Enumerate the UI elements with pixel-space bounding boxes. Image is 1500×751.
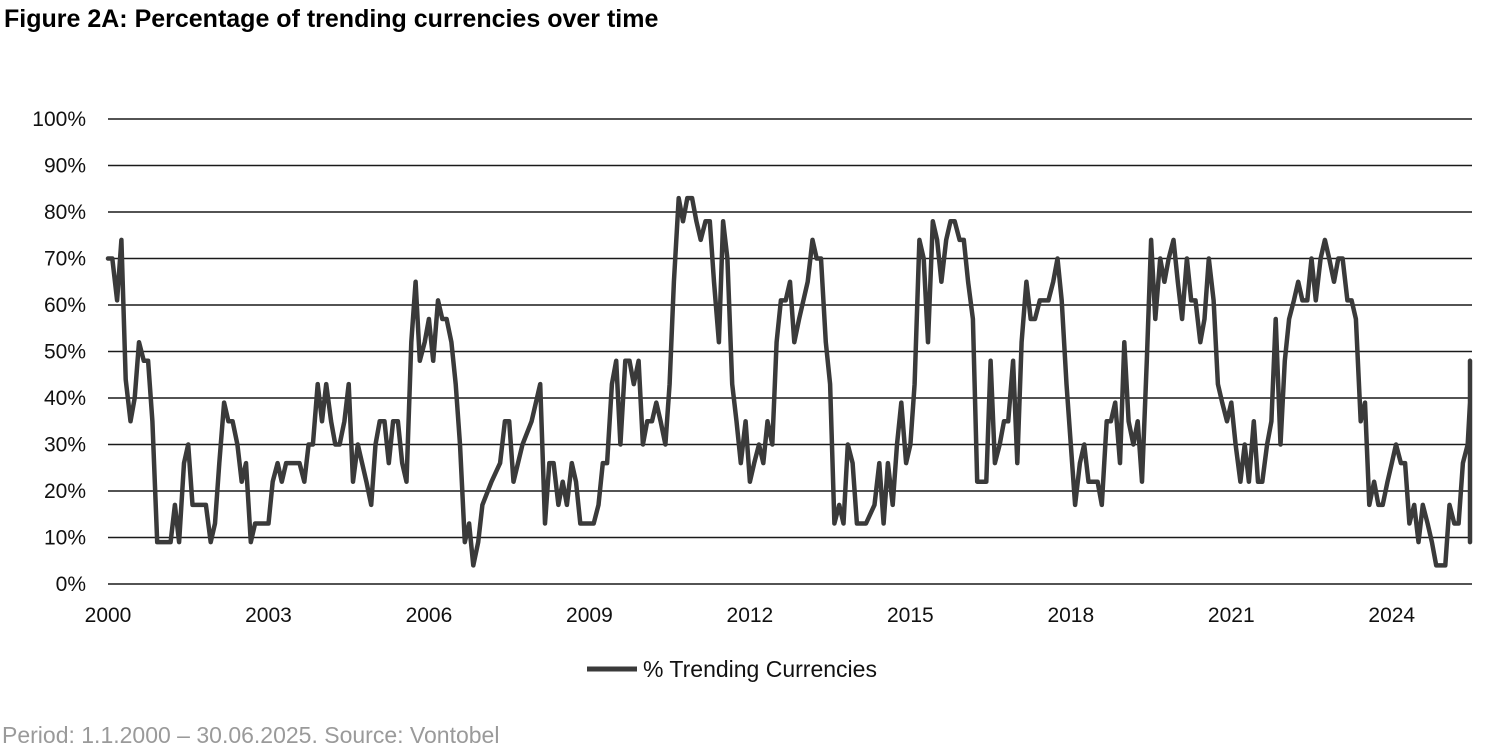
legend: % Trending Currencies: [587, 656, 877, 682]
gridlines: [108, 118, 1472, 585]
y-tick-label: 80%: [44, 201, 86, 224]
x-tick-label: 2024: [1368, 604, 1415, 627]
y-axis-ticks: 0% 10% 20% 30% 40% 50% 60% 70% 80% 90% 100%: [32, 108, 86, 596]
series-layer: [105, 195, 1473, 568]
y-tick-label: 40%: [44, 387, 86, 410]
y-tick-label: 20%: [44, 480, 86, 503]
y-tick-label: 0%: [56, 573, 86, 596]
series-line: [105, 195, 1473, 568]
x-tick-label: 2009: [566, 604, 613, 627]
y-tick-label: 60%: [44, 294, 86, 317]
y-tick-label: 70%: [44, 248, 86, 271]
x-tick-label: 2018: [1047, 604, 1094, 627]
y-tick-label: 100%: [32, 108, 86, 131]
y-tick-label: 90%: [44, 155, 86, 178]
legend-label: % Trending Currencies: [643, 656, 877, 682]
x-tick-label: 2000: [85, 604, 132, 627]
x-tick-label: 2021: [1208, 604, 1255, 627]
y-tick-label: 10%: [44, 527, 86, 550]
x-tick-label: 2003: [245, 604, 292, 627]
x-tick-label: 2015: [887, 604, 934, 627]
x-axis-ticks: 2000 2003 2006 2009 2012 2015 2018 2021 2024: [85, 604, 1416, 627]
y-tick-label: 30%: [44, 434, 86, 457]
figure-title: Figure 2A: Percentage of trending curren…: [4, 5, 659, 33]
y-tick-label: 50%: [44, 341, 86, 364]
x-tick-label: 2012: [727, 604, 774, 627]
source-note: Period: 1.1.2000 – 30.06.2025. Source: V…: [2, 722, 500, 748]
x-tick-label: 2006: [406, 604, 453, 627]
